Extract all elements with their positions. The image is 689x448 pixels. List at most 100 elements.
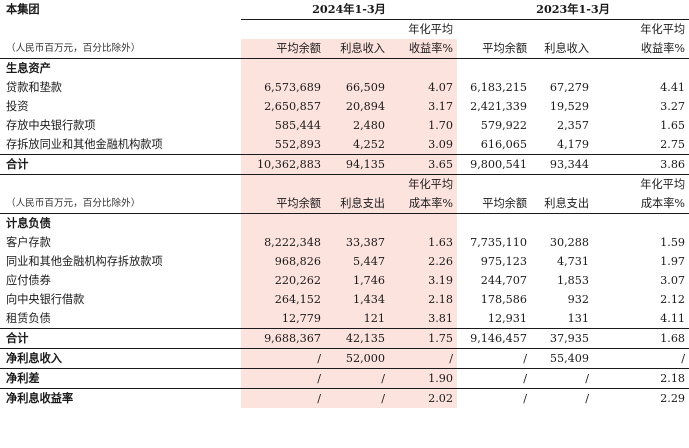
cell-interest-2024: 20,894 — [325, 97, 389, 116]
assets-rate-header-2024-l1: 年化平均 — [408, 23, 454, 36]
cell-interest-2023: 67,279 — [549, 81, 590, 94]
cell-avg-2024: 2,650,857 — [241, 97, 325, 116]
cell-rate-2023: 4.11 — [660, 312, 686, 325]
cell-avg-2023: 9,800,541 — [457, 154, 532, 175]
cell-interest-2023: 30,288 — [549, 236, 590, 249]
cell-avg-2024: 6,573,689 — [241, 78, 325, 97]
liab-avg-header-2023: 平均余额 — [482, 197, 528, 210]
cell-avg-2024: 220,262 — [241, 271, 325, 290]
cell-avg-2024: 8,222,348 — [241, 233, 325, 252]
assets-interest-header-2024: 利息收入 — [325, 39, 389, 59]
cell-avg-2024: 552,893 — [241, 135, 325, 155]
summary-row: 净利差 / / 1.90 / / 2.18 — [0, 368, 689, 389]
table-row: 向中央银行借款 264,152 1,434 2.18 178,586 932 2… — [0, 290, 689, 309]
cell-interest-2023: 55,409 — [531, 348, 594, 369]
row-label: 存放中央银行款项 — [6, 119, 96, 132]
row-label: 净利息收益率 — [0, 388, 241, 408]
cell-rate-2024: 1.90 — [389, 368, 458, 389]
period-2024: 2024年1-3月 — [241, 0, 458, 20]
cell-rate-2023: / — [593, 348, 689, 369]
cell-avg-2024: 585,444 — [241, 116, 325, 135]
cell-avg-2024: 264,152 — [241, 290, 325, 309]
cell-avg-2024: / — [241, 348, 325, 369]
period-2023: 2023年1-3月 — [457, 0, 689, 20]
row-label: 合计 — [0, 154, 241, 175]
assets-section-row: 生息资产 — [0, 58, 689, 78]
row-label: 合计 — [0, 328, 241, 349]
interest-table: 本集团 2024年1-3月 2023年1-3月 年化平均 年化平均 （人民币百万… — [0, 0, 689, 408]
header-row-columns-liab: （人民币百万元，百分比除外） 平均余额 利息支出 成本率% 平均余额 利息支出 … — [0, 194, 689, 214]
cell-interest-2024: 4,252 — [325, 135, 389, 155]
cell-avg-2024: 10,362,883 — [241, 154, 325, 175]
assets-rate-header-2024-l2: 收益率% — [389, 39, 458, 59]
row-label: 客户存款 — [6, 236, 51, 249]
assets-rate-header-2023-l1: 年化平均 — [640, 23, 686, 36]
liab-interest-header-2023: 利息支出 — [544, 197, 590, 210]
table-row: 存拆放同业和其他金融机构款项 552,893 4,252 3.09 616,06… — [0, 135, 689, 155]
liab-interest-header-2024: 利息支出 — [325, 194, 389, 214]
unit-note-liab: （人民币百万元，百分比除外） — [6, 198, 141, 209]
cell-rate-2024: 3.17 — [389, 97, 458, 116]
cell-interest-2024: / — [325, 388, 389, 408]
cell-avg-2023: 12,931 — [487, 312, 528, 325]
cell-avg-2023: 244,707 — [480, 274, 528, 287]
liab-section-title: 计息负债 — [0, 213, 241, 233]
table-row: 投资 2,650,857 20,894 3.17 2,421,339 19,52… — [0, 97, 689, 116]
cell-rate-2023: 1.97 — [660, 255, 686, 268]
cell-interest-2023: 4,731 — [557, 255, 590, 268]
table-title: 本集团 — [6, 2, 40, 17]
cell-interest-2023: 932 — [567, 293, 590, 306]
cell-interest-2023: 1,853 — [557, 274, 590, 287]
cell-interest-2023: / — [531, 368, 594, 389]
cell-rate-2024: 1.63 — [389, 233, 458, 252]
summary-row: 净利息收益率 / / 2.02 / / 2.29 — [0, 388, 689, 408]
table-row: 同业和其他金融机构存拆放款项 968,826 5,447 2.26 975,12… — [0, 252, 689, 271]
table-row: 贷款和垫款 6,573,689 66,509 4.07 6,183,215 67… — [0, 78, 689, 97]
cell-rate-2024: 1.70 — [389, 116, 458, 135]
table-row: 租赁负债 12,779 121 3.81 12,931 131 4.11 — [0, 309, 689, 329]
table-row: 客户存款 8,222,348 33,387 1.63 7,735,110 30,… — [0, 233, 689, 252]
cell-avg-2024: 12,779 — [241, 309, 325, 329]
cell-rate-2024: 3.65 — [389, 154, 458, 175]
cell-rate-2024: 2.26 — [389, 252, 458, 271]
liab-section-row: 计息负债 — [0, 213, 689, 233]
row-label: 净利差 — [0, 368, 241, 389]
cell-interest-2023: 2,357 — [557, 119, 590, 132]
cell-avg-2023: / — [457, 368, 532, 389]
unit-note-assets: （人民币百万元，百分比除外） — [6, 43, 141, 54]
cell-avg-2024: 968,826 — [241, 252, 325, 271]
cell-interest-2023: 131 — [567, 312, 590, 325]
liab-avg-header-2024: 平均余额 — [241, 194, 325, 214]
cell-rate-2024: 3.09 — [389, 135, 458, 155]
cell-avg-2024: / — [241, 368, 325, 389]
cell-avg-2023: 7,735,110 — [470, 236, 528, 249]
cell-rate-2023: 2.75 — [660, 138, 686, 151]
liab-rate-header-2024-l1: 年化平均 — [389, 174, 458, 194]
cell-interest-2023: 93,344 — [531, 154, 594, 175]
cell-avg-2024: 9,688,367 — [241, 328, 325, 349]
assets-rate-header-2023-l2: 收益率% — [640, 42, 686, 55]
cell-rate-2023: 4.41 — [660, 81, 686, 94]
assets-avg-header-2024: 平均余额 — [241, 39, 325, 59]
cell-interest-2023: 19,529 — [549, 100, 590, 113]
liab-total-row: 合计 9,688,367 42,135 1.75 9,146,457 37,93… — [0, 328, 689, 349]
row-label: 租赁负债 — [6, 312, 51, 325]
cell-avg-2023: 9,146,457 — [457, 328, 532, 349]
cell-interest-2024: 121 — [325, 309, 389, 329]
cell-rate-2024: 3.19 — [389, 271, 458, 290]
cell-interest-2024: 33,387 — [325, 233, 389, 252]
assets-interest-header-2023: 利息收入 — [544, 42, 590, 55]
row-label: 应付债券 — [6, 274, 51, 287]
cell-avg-2023: 6,183,215 — [470, 81, 528, 94]
cell-avg-2023: 616,065 — [480, 138, 528, 151]
cell-interest-2024: 42,135 — [325, 328, 389, 349]
cell-rate-2024: / — [389, 348, 458, 369]
cell-interest-2024: 1,434 — [325, 290, 389, 309]
cell-rate-2024: 4.07 — [389, 78, 458, 97]
assets-total-row: 合计 10,362,883 94,135 3.65 9,800,541 93,3… — [0, 154, 689, 175]
cell-rate-2023: 3.86 — [593, 154, 689, 175]
cell-interest-2024: 5,447 — [325, 252, 389, 271]
row-label: 贷款和垫款 — [6, 81, 62, 94]
assets-avg-header-2023: 平均余额 — [482, 42, 528, 55]
header-row-periods: 本集团 2024年1-3月 2023年1-3月 — [0, 0, 689, 20]
